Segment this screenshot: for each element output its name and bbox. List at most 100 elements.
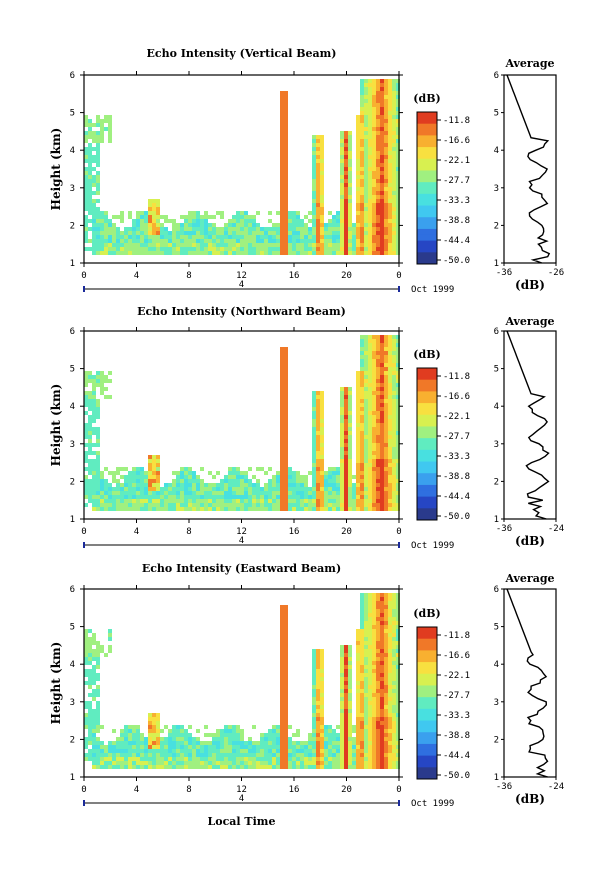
heatmap-cell bbox=[280, 359, 284, 363]
heatmap-cell bbox=[356, 701, 360, 705]
colorbar-segment bbox=[417, 147, 437, 154]
heatmap-cell bbox=[344, 131, 348, 135]
heatmap-cell bbox=[316, 467, 320, 471]
heatmap-cell bbox=[120, 495, 124, 499]
heatmap-cell bbox=[396, 677, 400, 681]
heatmap-cell bbox=[364, 765, 368, 769]
colorbar-segment bbox=[417, 117, 437, 125]
heatmap-cell bbox=[92, 123, 96, 127]
heatmap-cell bbox=[316, 211, 320, 215]
heatmap-cell bbox=[292, 765, 296, 769]
heatmap-cell bbox=[388, 87, 392, 91]
heatmap-cell bbox=[316, 147, 320, 151]
heatmap-cell bbox=[284, 147, 288, 151]
heatmap-cell bbox=[132, 235, 136, 239]
heatmap-cell bbox=[372, 483, 376, 487]
heatmap-cell bbox=[388, 677, 392, 681]
heatmap-cell bbox=[240, 507, 244, 511]
heatmap-cell bbox=[284, 713, 288, 717]
heatmap-cell bbox=[380, 661, 384, 665]
heatmap-cell bbox=[288, 235, 292, 239]
heatmap-cell bbox=[88, 709, 92, 713]
colorbar-segment bbox=[417, 761, 437, 768]
heatmap-cell bbox=[344, 455, 348, 459]
heatmap-cell bbox=[316, 729, 320, 733]
heatmap-cell bbox=[280, 713, 284, 717]
heatmap-cell bbox=[364, 123, 368, 127]
heatmap-cell bbox=[308, 235, 312, 239]
heatmap-cell bbox=[100, 495, 104, 499]
heatmap-cell bbox=[368, 673, 372, 677]
heatmap-cell bbox=[368, 709, 372, 713]
heatmap-cell bbox=[340, 677, 344, 681]
heatmap-cell bbox=[388, 335, 392, 339]
heatmap-cell bbox=[380, 713, 384, 717]
heatmap-cell bbox=[372, 665, 376, 669]
heatmap-cell bbox=[320, 411, 324, 415]
heatmap-cell bbox=[220, 749, 224, 753]
heatmap-cell bbox=[384, 415, 388, 419]
date-marker: 4 bbox=[239, 280, 244, 290]
heatmap-cell bbox=[352, 231, 356, 235]
heatmap-cell bbox=[116, 243, 120, 247]
heatmap-cell bbox=[376, 179, 380, 183]
heatmap-cell bbox=[304, 495, 308, 499]
heatmap-cell bbox=[388, 657, 392, 661]
heatmap-cell bbox=[112, 471, 116, 475]
heatmap-cell bbox=[88, 463, 92, 467]
heatmap-cell bbox=[300, 507, 304, 511]
heatmap-cell bbox=[140, 239, 144, 243]
heatmap-cell bbox=[96, 475, 100, 479]
heatmap-cell bbox=[392, 367, 396, 371]
heatmap-cell bbox=[316, 447, 320, 451]
heatmap-cell bbox=[220, 495, 224, 499]
heatmap-cell bbox=[396, 673, 400, 677]
heatmap-cell bbox=[368, 435, 372, 439]
heatmap-cell bbox=[316, 657, 320, 661]
heatmap-cell bbox=[380, 459, 384, 463]
heatmap-cell bbox=[192, 745, 196, 749]
heatmap-cell bbox=[368, 127, 372, 131]
heatmap-cell bbox=[336, 725, 340, 729]
heatmap-cell bbox=[344, 451, 348, 455]
heatmap-cell bbox=[284, 383, 288, 387]
heatmap-cell bbox=[364, 423, 368, 427]
heatmap-cell bbox=[392, 649, 396, 653]
heatmap-cell bbox=[392, 471, 396, 475]
heatmap-cell bbox=[276, 235, 280, 239]
heatmap-cell bbox=[280, 487, 284, 491]
heatmap-cell bbox=[364, 347, 368, 351]
heatmap-cell bbox=[316, 761, 320, 765]
heatmap-cell bbox=[384, 387, 388, 391]
heatmap-cell bbox=[292, 741, 296, 745]
heatmap-cell bbox=[324, 737, 328, 741]
heatmap-cell bbox=[316, 661, 320, 665]
heatmap-cell bbox=[348, 167, 352, 171]
heatmap-cell bbox=[216, 495, 220, 499]
heatmap-cell bbox=[344, 499, 348, 503]
heatmap-cell bbox=[320, 443, 324, 447]
heatmap-cell bbox=[104, 379, 108, 383]
heatmap-cell bbox=[192, 231, 196, 235]
heatmap-cell bbox=[96, 439, 100, 443]
heatmap-cell bbox=[284, 175, 288, 179]
heatmap-cell bbox=[304, 227, 308, 231]
heatmap-cell bbox=[284, 705, 288, 709]
heatmap-cell bbox=[164, 725, 168, 729]
heatmap-cell bbox=[304, 247, 308, 251]
heatmap-cell bbox=[112, 243, 116, 247]
heatmap-cell bbox=[228, 239, 232, 243]
heatmap-cell bbox=[240, 243, 244, 247]
heatmap-cell bbox=[192, 507, 196, 511]
colorbar-segment bbox=[417, 182, 437, 189]
heatmap-cell bbox=[376, 673, 380, 677]
heatmap-cell bbox=[376, 657, 380, 661]
heatmap-cell bbox=[376, 395, 380, 399]
heatmap-cell bbox=[336, 761, 340, 765]
heatmap-cell bbox=[156, 479, 160, 483]
heatmap-cell bbox=[300, 499, 304, 503]
heatmap-cell bbox=[364, 491, 368, 495]
heatmap-cell bbox=[136, 495, 140, 499]
heatmap-cell bbox=[372, 187, 376, 191]
heatmap-cell bbox=[272, 733, 276, 737]
